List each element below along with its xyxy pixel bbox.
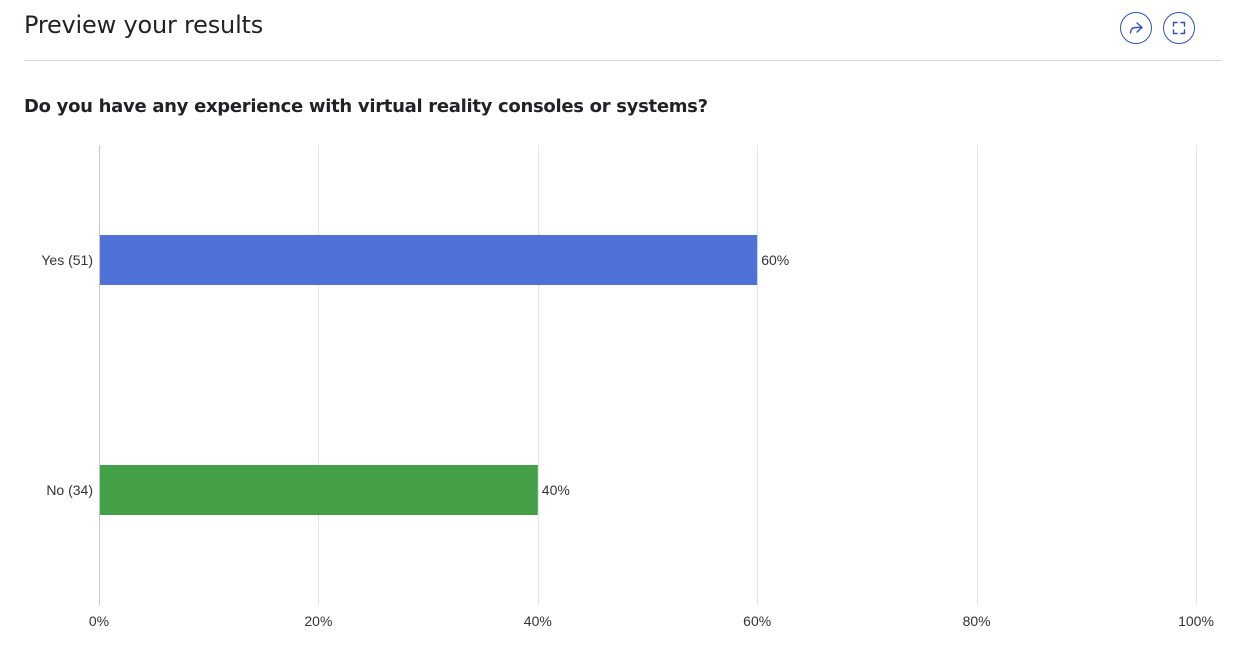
x-tick-label: 100%: [1178, 613, 1214, 629]
bar: [100, 235, 758, 285]
question-title: Do you have any experience with virtual …: [24, 96, 708, 117]
category-label: Yes (51): [41, 252, 93, 268]
x-tick-label: 0%: [89, 613, 109, 629]
x-tick-label: 60%: [743, 613, 771, 629]
page-title: Preview your results: [24, 11, 264, 39]
category-label: No (34): [46, 482, 93, 498]
x-tick-label: 40%: [524, 613, 552, 629]
data-label: 60%: [761, 252, 789, 268]
share-button[interactable]: [1120, 12, 1152, 44]
x-tick-label: 80%: [963, 613, 991, 629]
bar: [100, 465, 538, 515]
results-header: Preview your results: [24, 0, 1222, 61]
fullscreen-button[interactable]: [1163, 12, 1195, 44]
data-label: 40%: [542, 482, 570, 498]
x-tick-label: 20%: [304, 613, 332, 629]
share-icon: [1128, 20, 1144, 36]
fullscreen-icon: [1171, 20, 1187, 36]
